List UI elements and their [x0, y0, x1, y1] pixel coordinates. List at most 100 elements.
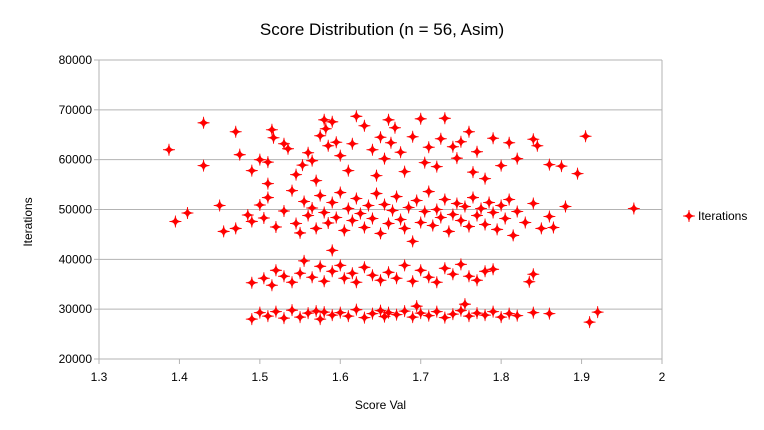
data-point	[511, 205, 524, 218]
data-point	[495, 311, 508, 324]
data-point	[286, 184, 299, 197]
data-point	[302, 209, 315, 222]
data-point	[527, 268, 540, 281]
data-point	[398, 305, 411, 318]
data-point	[438, 262, 451, 275]
data-point	[446, 268, 459, 281]
data-point	[479, 218, 492, 231]
x-tick-label: 1.9	[573, 370, 590, 384]
data-point	[479, 309, 492, 322]
data-point	[386, 204, 399, 217]
data-point	[314, 129, 327, 142]
data-point	[338, 272, 351, 285]
data-point	[384, 136, 397, 149]
data-point	[466, 191, 480, 204]
data-point	[330, 136, 343, 149]
data-point	[410, 194, 423, 207]
data-point	[318, 275, 331, 288]
data-point	[294, 311, 307, 324]
data-point	[470, 274, 484, 287]
data-point	[261, 156, 274, 169]
data-point	[487, 263, 500, 276]
data-point	[267, 131, 280, 144]
y-tick-label: 80000	[59, 53, 93, 67]
data-point	[314, 260, 327, 273]
data-point	[277, 204, 291, 218]
data-point	[217, 225, 230, 238]
legend: Iterations	[682, 209, 747, 223]
data-point	[378, 198, 391, 211]
data-point	[310, 174, 323, 187]
data-point	[495, 159, 508, 172]
legend-star-icon	[682, 209, 696, 223]
data-point	[265, 123, 278, 136]
data-point	[229, 125, 242, 138]
data-point	[342, 310, 355, 323]
data-point	[470, 307, 484, 320]
data-point	[197, 116, 210, 129]
data-point	[426, 219, 439, 232]
data-point	[257, 211, 270, 224]
data-point	[527, 197, 540, 210]
data-point	[298, 195, 311, 208]
data-point	[265, 279, 278, 292]
data-point	[527, 133, 540, 146]
data-point	[446, 208, 459, 221]
x-tick-label: 2	[659, 370, 666, 384]
data-point	[406, 311, 419, 324]
data-point	[378, 310, 391, 323]
data-point	[366, 212, 379, 225]
data-point	[326, 265, 339, 278]
y-tick-labels: 20000 30000 40000 50000 60000 70000 80000	[59, 53, 93, 366]
chart-title: Score Distribution (n = 56, Asim)	[260, 20, 504, 39]
data-point	[350, 303, 363, 316]
data-point	[479, 265, 492, 278]
data-point	[338, 224, 351, 237]
data-point	[446, 308, 459, 321]
data-point	[374, 227, 387, 240]
data-point	[547, 221, 560, 234]
data-point	[434, 132, 447, 145]
gridlines	[94, 59, 662, 360]
y-tick-label: 30000	[59, 302, 93, 316]
data-point	[382, 266, 395, 279]
axes	[98, 60, 663, 364]
data-point	[290, 168, 303, 181]
data-point	[350, 276, 363, 289]
data-point	[491, 223, 504, 236]
data-point	[302, 307, 315, 320]
data-point	[374, 131, 387, 144]
data-point	[388, 121, 401, 134]
data-point	[382, 113, 395, 126]
data-point	[462, 270, 475, 283]
data-point	[290, 217, 303, 230]
data-point	[430, 305, 443, 318]
data-point	[294, 226, 307, 239]
data-point	[406, 275, 419, 288]
data-point	[466, 166, 480, 179]
data-point	[318, 113, 331, 126]
data-point	[306, 271, 319, 284]
data-point	[257, 272, 270, 285]
data-point	[442, 225, 455, 238]
data-point	[245, 215, 258, 228]
data-point	[245, 313, 258, 326]
data-point	[438, 112, 451, 125]
data-point	[370, 169, 383, 182]
data-point	[294, 267, 307, 280]
data-point	[245, 164, 258, 177]
x-axis-title: Score Val	[355, 398, 406, 412]
data-point	[253, 153, 266, 166]
data-point	[507, 229, 520, 242]
data-point	[366, 269, 379, 282]
data-point	[269, 264, 282, 277]
data-point	[398, 259, 411, 272]
data-point	[499, 212, 512, 225]
data-point	[438, 311, 451, 324]
data-point	[310, 222, 323, 235]
x-tick-label: 1.5	[252, 370, 269, 384]
data-point	[334, 306, 347, 319]
data-point	[366, 143, 379, 156]
data-point	[571, 167, 584, 180]
